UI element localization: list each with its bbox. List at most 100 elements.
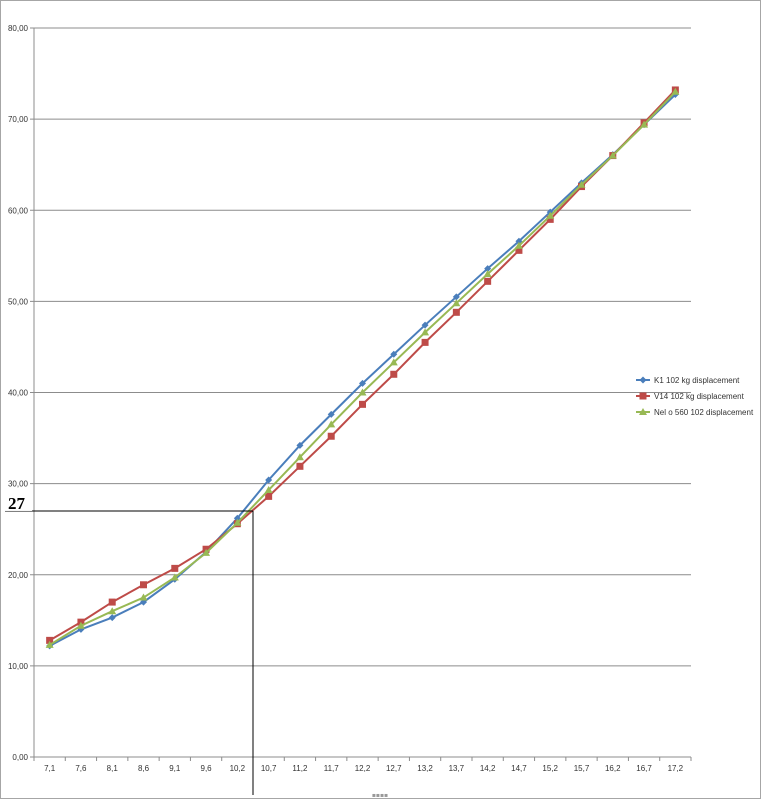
y-tick-label: 20,00 — [8, 571, 29, 580]
x-tick-label: 9,6 — [201, 764, 213, 773]
y-tick-label: 10,00 — [8, 662, 29, 671]
x-tick-label: 11,2 — [292, 764, 308, 773]
data-point-diamond — [390, 350, 398, 358]
data-point-triangle — [327, 420, 336, 428]
resize-grip-icon[interactable]: ▪▪▪▪ — [371, 792, 389, 799]
data-point-diamond — [296, 441, 304, 449]
data-point-triangle — [139, 593, 148, 601]
series-group — [46, 91, 679, 650]
gridlines — [34, 27, 691, 667]
data-point-square — [46, 636, 54, 644]
data-point-square — [296, 462, 304, 470]
data-point-square — [108, 598, 116, 606]
x-tick-label: 15,7 — [574, 764, 590, 773]
series-line — [49, 93, 677, 647]
x-tick-label: 17,2 — [668, 764, 684, 773]
x-tick-label: 15,2 — [542, 764, 558, 773]
data-point-square — [140, 581, 147, 589]
y-tick-label: 60,00 — [8, 206, 29, 215]
x-tick-label: 10,2 — [230, 764, 246, 773]
legend-item: Nel o 560 102 displacement — [636, 408, 754, 417]
data-point-triangle — [202, 548, 211, 556]
data-point-square — [421, 338, 429, 346]
data-point-triangle — [640, 120, 649, 128]
data-point-diamond — [359, 379, 366, 387]
data-point-square — [639, 392, 647, 400]
data-point-triangle — [639, 408, 647, 415]
axes — [30, 27, 692, 761]
data-point-triangle — [608, 151, 617, 159]
data-point-diamond — [265, 476, 273, 484]
y-tick-label: 80,00 — [8, 24, 29, 33]
series-line — [49, 91, 677, 646]
y-tick-label: 30,00 — [8, 480, 29, 489]
x-tick-label: 16,7 — [636, 764, 652, 773]
x-tick-label: 8,1 — [107, 764, 119, 773]
x-tick-label: 14,2 — [480, 764, 496, 773]
x-tick-label: 13,7 — [449, 764, 465, 773]
data-point-square — [484, 277, 492, 285]
series-lines — [45, 86, 680, 650]
legend-item: V14 102 kg displacement — [636, 392, 745, 401]
annotation-label-background — [4, 494, 32, 511]
data-point-square — [515, 246, 523, 254]
data-point-triangle — [45, 640, 54, 648]
legend-label: Nel o 560 102 displacement — [654, 408, 754, 417]
data-point-square — [546, 215, 554, 223]
y-tick-label: 50,00 — [8, 297, 29, 306]
data-point-square — [452, 308, 460, 316]
x-tick-label: 10,7 — [261, 764, 277, 773]
data-point-triangle — [421, 328, 430, 336]
data-point-triangle — [483, 270, 492, 278]
data-point-diamond — [108, 614, 116, 622]
data-point-triangle — [514, 241, 523, 249]
y-tick-label: 70,00 — [8, 115, 29, 124]
x-tick-label: 12,7 — [386, 764, 402, 773]
series-group — [46, 86, 679, 644]
data-point-square — [171, 564, 179, 572]
data-point-square — [359, 400, 366, 408]
data-point-diamond — [327, 410, 335, 418]
x-tick-label: 14,7 — [511, 764, 527, 773]
data-point-triangle — [108, 607, 117, 615]
x-tick-label: 7,6 — [75, 764, 87, 773]
data-point-triangle — [389, 358, 398, 366]
x-tick-label: 8,6 — [138, 764, 150, 773]
y-tick-label: 40,00 — [8, 389, 29, 398]
x-tick-label: 9,1 — [169, 764, 181, 773]
data-point-diamond — [639, 376, 647, 384]
annotation-label: 27 — [8, 494, 26, 513]
data-point-square — [327, 432, 335, 440]
data-point-triangle — [170, 573, 179, 581]
series-group — [45, 87, 680, 648]
data-point-triangle — [295, 453, 304, 461]
x-tick-label: 13,2 — [417, 764, 433, 773]
x-tick-label: 12,2 — [355, 764, 371, 773]
data-point-triangle — [452, 299, 461, 307]
data-point-triangle — [671, 87, 680, 95]
x-tick-label: 11,7 — [324, 764, 340, 773]
y-tick-labels: 0,00 10,00 20,00 30,00 40,00 50,00 60,00 70,00 8… — [8, 24, 29, 762]
data-point-square — [390, 370, 398, 378]
data-point-triangle — [577, 180, 586, 188]
data-point-triangle — [233, 518, 242, 526]
data-point-triangle — [546, 211, 555, 219]
legend: K1 102 kg displacement V14 102 kg displac… — [636, 376, 754, 417]
series-line — [49, 89, 677, 642]
data-point-triangle — [264, 486, 273, 494]
data-point-triangle — [358, 388, 367, 396]
legend-label: V14 102 kg displacement — [654, 392, 745, 401]
data-point-diamond — [484, 265, 492, 273]
y-tick-label: 0,00 — [12, 753, 28, 762]
data-point-diamond — [452, 293, 460, 301]
data-point-diamond — [421, 321, 429, 329]
annotation: 27 — [4, 494, 254, 795]
x-tick-label: 16,2 — [605, 764, 621, 773]
legend-label: K1 102 kg displacement — [654, 376, 740, 385]
legend-item: K1 102 kg displacement — [636, 376, 740, 385]
x-tick-labels: 7,1 7,6 8,1 8,6 9,1 9,6 10,2 10,7 11,2 11,7 12,2 12… — [44, 764, 684, 773]
x-tick-label: 7,1 — [44, 764, 56, 773]
data-point-square — [265, 492, 273, 500]
data-point-triangle — [76, 621, 85, 629]
